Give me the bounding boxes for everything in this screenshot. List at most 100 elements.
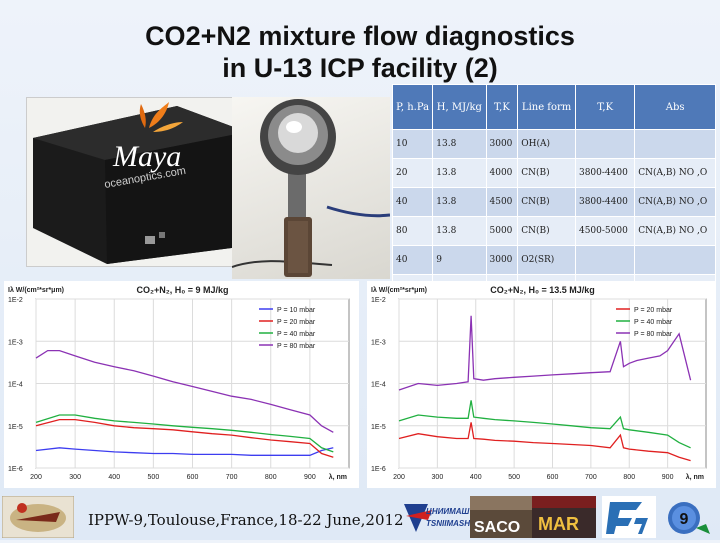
- table-cell: 9: [432, 245, 487, 275]
- series-line: [398, 400, 691, 449]
- y-tick-label: 1E-4: [371, 382, 386, 389]
- tsniimash-text: ЦНИИМАШ: [426, 507, 470, 516]
- spectrum-chart-9mj: 1E-2 1E-3 1E-4 1E-5 1E-6 200 300 400 500 600 700 80…: [4, 281, 359, 488]
- probe-photo: [232, 97, 390, 279]
- table-cell: 3000: [485, 129, 519, 159]
- table-cell: OH(A): [517, 129, 576, 159]
- x-tick-label: 800: [623, 474, 635, 481]
- table-cell: [634, 245, 716, 275]
- legend-entry: P = 20 mbar: [634, 307, 673, 314]
- x-tick-label: 900: [304, 474, 316, 481]
- table-header-row: P, h.Pa H, MJ/kg T,K Line form T,K Abs: [391, 84, 716, 130]
- maya-logo: Maya: [112, 140, 181, 173]
- chart-title: CO₂+N₂, H₀ = 13.5 MJ/kg: [490, 285, 595, 295]
- table-row: 10 13.8 3000 OH(A): [391, 129, 716, 159]
- table-cell: [574, 245, 636, 275]
- x-tick-label: 200: [393, 474, 405, 481]
- table-row: 80 13.8 5000 CN(B) 4500-5000 CN(A,B) NO ,O: [391, 216, 716, 246]
- table-cell: CN(A,B) NO ,O: [634, 216, 716, 246]
- y-tick-label: 1E-4: [8, 382, 23, 389]
- x-tick-label: 800: [265, 474, 277, 481]
- x-tick-label: 400: [108, 474, 120, 481]
- legend-entry: P = 20 mbar: [277, 319, 316, 326]
- col-temperature: T,K: [485, 84, 519, 130]
- table-cell: 13.8: [432, 187, 487, 217]
- x-tick-label: 600: [187, 474, 199, 481]
- x-axis-label: λ, nm: [329, 473, 347, 481]
- table-cell: 5000: [485, 216, 519, 246]
- x-tick-label: 300: [432, 474, 444, 481]
- table-cell: 3800-4400: [574, 158, 636, 188]
- x-tick-label: 500: [148, 474, 160, 481]
- spectrum-chart-9mj-svg: 1E-2 1E-3 1E-4 1E-5 1E-6 200 300 400 500 600 700 80…: [8, 285, 350, 481]
- y-tick-label: 1E-5: [8, 424, 23, 431]
- table-cell: CN(B): [517, 158, 576, 188]
- mar-logo: MAR: [532, 496, 596, 538]
- mar-text: MAR: [538, 514, 579, 534]
- y-axis-label: Iλ W/(cm²*sr*μm): [8, 286, 64, 294]
- x-tick-label: 600: [547, 474, 559, 481]
- col-abs: Abs: [634, 84, 716, 130]
- col-line-form: Line form: [517, 84, 576, 130]
- table-cell: 3800-4400: [574, 187, 636, 217]
- table-cell: CN(B): [517, 216, 576, 246]
- table-row: 40 13.8 4500 CN(B) 3800-4400 CN(A,B) NO ,O: [391, 187, 716, 217]
- table-cell: [574, 129, 636, 159]
- parameters-table: P, h.Pa H, MJ/kg T,K Line form T,K Abs 1…: [391, 84, 716, 304]
- y-tick-label: 1E-6: [8, 466, 23, 473]
- table-cell: 80: [391, 216, 434, 246]
- table-cell: 4000: [485, 158, 519, 188]
- saco-text: SACO: [474, 519, 520, 536]
- chart-title: CO₂+N₂, H₀ = 9 MJ/kg: [136, 285, 228, 295]
- y-tick-label: 1E-2: [371, 297, 386, 304]
- col-enthalpy: H, MJ/kg: [432, 84, 487, 130]
- title-line-1: CO2+N2 mixture flow diagnostics: [145, 21, 575, 51]
- y-tick-label: 1E-3: [371, 339, 386, 346]
- table-cell: 4500: [485, 187, 519, 217]
- saco-logo: SACO: [470, 496, 532, 538]
- table-cell: 40: [391, 187, 434, 217]
- legend-entry: P = 10 mbar: [277, 307, 316, 314]
- y-tick-label: 1E-5: [371, 424, 386, 431]
- page-number: 9: [680, 511, 689, 528]
- spectrum-chart-13mj: 1E-2 1E-3 1E-4 1E-5 1E-6 200 300 400 500 600 700 80…: [367, 281, 716, 488]
- table-cell: 3000: [485, 245, 519, 275]
- x-tick-label: 300: [69, 474, 81, 481]
- y-tick-label: 1E-6: [371, 466, 386, 473]
- slide-title: CO2+N2 mixture flow diagnostics in U-13 …: [0, 20, 720, 84]
- series-line: [398, 315, 692, 391]
- table-cell: CN(B): [517, 187, 576, 217]
- x-tick-label: 400: [470, 474, 482, 481]
- x-tick-label: 700: [226, 474, 238, 481]
- x-tick-label: 900: [662, 474, 674, 481]
- series-line: [398, 422, 691, 462]
- table-row: 20 13.8 4000 CN(B) 3800-4400 CN(A,B) NO ,O: [391, 158, 716, 188]
- title-line-2: in U-13 ICP facility (2): [222, 53, 498, 83]
- table-cell: 10: [391, 129, 434, 159]
- legend-entry: P = 40 mbar: [277, 331, 316, 338]
- fp7-logo: [602, 496, 656, 538]
- tsniimash-subtext: TSNIIMASH: [426, 519, 470, 528]
- table-cell: CN(A,B) NO ,O: [634, 158, 716, 188]
- table-cell: 13.8: [432, 158, 487, 188]
- conference-label: IPPW-9,Toulouse,France,18-22 June,2012: [88, 511, 404, 529]
- table-cell: 13.8: [432, 129, 487, 159]
- y-tick-label: 1E-2: [8, 297, 23, 304]
- x-axis-label: λ, nm: [686, 473, 704, 481]
- table-cell: 40: [391, 245, 434, 275]
- table-cell: CN(A,B) NO ,O: [634, 187, 716, 217]
- ippw-logo: [1, 495, 75, 539]
- col-pressure: P, h.Pa: [391, 84, 434, 130]
- table-row: 40 9 3000 O2(SR): [391, 245, 716, 275]
- x-tick-label: 200: [30, 474, 42, 481]
- table-cell: O2(SR): [517, 245, 576, 275]
- legend-entry: P = 80 mbar: [277, 343, 316, 350]
- series-line: [35, 447, 334, 456]
- table-cell: 20: [391, 158, 434, 188]
- legend-entry: P = 40 mbar: [634, 319, 673, 326]
- y-tick-label: 1E-3: [8, 339, 23, 346]
- series-line: [35, 418, 334, 458]
- page-number-badge: 9: [660, 498, 712, 538]
- table-cell: 4500-5000: [574, 216, 636, 246]
- spectrum-chart-13mj-svg: 1E-2 1E-3 1E-4 1E-5 1E-6 200 300 400 500 600 700 80…: [371, 285, 707, 481]
